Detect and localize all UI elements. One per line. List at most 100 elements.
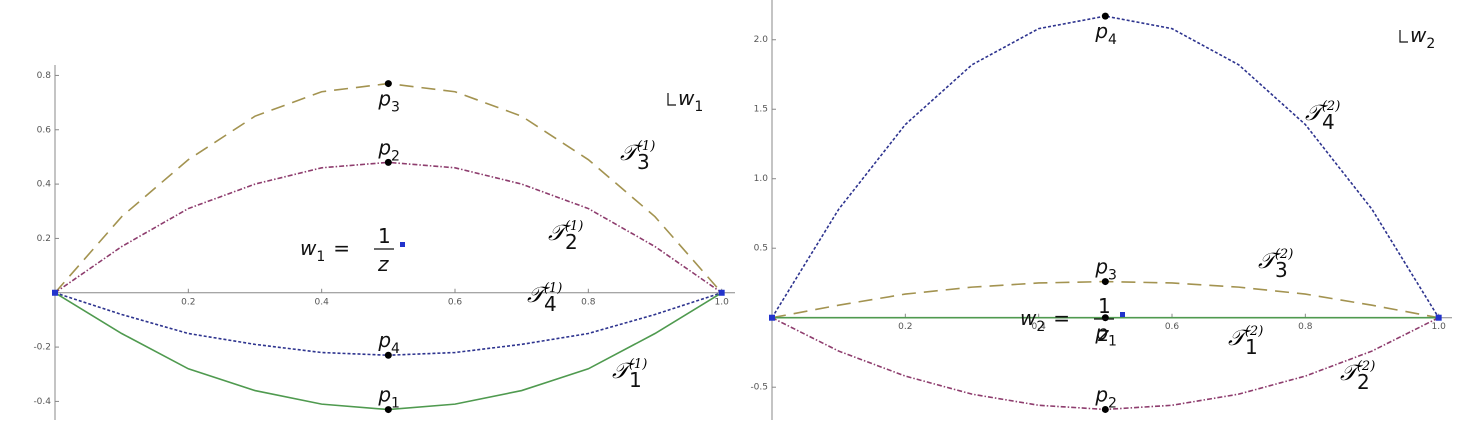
y-tick-label: 0.2: [37, 234, 51, 244]
subscript: 3: [637, 150, 650, 174]
corner-var: w: [678, 86, 695, 110]
point-label: p2: [377, 135, 400, 164]
point-label: p4: [1094, 19, 1117, 48]
x-tick-label: 0.6: [1165, 322, 1180, 332]
formula-eq: =: [1053, 306, 1070, 330]
subscript: (2): [1357, 359, 1375, 374]
formula-lhs: w: [300, 236, 317, 260]
subscript: (1): [565, 219, 583, 234]
point-name: p: [377, 383, 391, 407]
corner-mark: [1399, 30, 1408, 43]
panel: 0.2 0.4 0.6 0.8 1.0-0.4-0.20.20.40.60.8𝒯(1)3…: [33, 65, 735, 420]
point: [1101, 405, 1109, 413]
x-tick-label: 1.0: [715, 297, 730, 307]
subscript: 1: [316, 249, 325, 265]
y-tick-label: 1.5: [754, 105, 768, 115]
subscript: 2: [1426, 36, 1435, 52]
point-name: p: [1094, 19, 1108, 43]
x-tick-label: 0.4: [1032, 322, 1047, 332]
curve-label-sub: 4: [544, 292, 557, 316]
subscript: 2: [1036, 319, 1045, 335]
point-name: p: [377, 328, 391, 352]
curve-label-sub: 2: [1357, 370, 1370, 394]
formula-marker: [400, 242, 405, 247]
subscript: 1: [629, 368, 642, 392]
endpoint: [769, 314, 775, 321]
x-tick-label: 0.4: [315, 297, 330, 307]
corner-label: w1: [678, 86, 703, 115]
subscript: (2): [1245, 324, 1263, 339]
point-name: p: [1094, 321, 1108, 345]
subscript: (2): [1275, 247, 1293, 262]
subscript: 1: [1108, 334, 1117, 350]
subscript: 3: [391, 100, 400, 116]
formula-lhs: w: [1020, 306, 1037, 330]
formula-num: 1: [1098, 294, 1111, 318]
subscript: 1: [1245, 335, 1258, 359]
y-tick-label: 0.5: [754, 244, 768, 254]
point-label: p1: [377, 383, 400, 412]
x-tick-label: 0.2: [181, 297, 195, 307]
subscript: 3: [1275, 258, 1288, 282]
corner-label: w2: [1410, 23, 1435, 52]
panel: 0.2 0.4 0.6 0.8 1.0 -0.5 0.5 1.0 1.5 2.0 𝒯(2) 4 𝒯(2)…: [750, 0, 1452, 420]
subscript: 2: [1108, 395, 1117, 411]
formula-den: z: [1097, 322, 1109, 346]
point-name: p: [377, 87, 391, 111]
y-tick-label: -0.2: [33, 343, 51, 353]
point: [1101, 12, 1109, 20]
point-label: p2: [1094, 382, 1117, 411]
curve-label: 𝒯(2): [1228, 324, 1263, 351]
x-tick-label: 0.2: [898, 322, 912, 332]
subscript: 4: [544, 292, 557, 316]
point: [384, 406, 392, 414]
subscript: (1): [544, 281, 562, 296]
curve-label: 𝒯(2): [1340, 359, 1375, 386]
y-tick-label: 0.4: [37, 180, 52, 190]
endpoint: [1435, 314, 1442, 321]
point: [384, 158, 392, 166]
point-label: p3: [1094, 255, 1117, 284]
curve-label-sub: 2: [565, 230, 578, 254]
x-tick-label: 0.8: [1298, 322, 1313, 332]
formula-num: 1: [378, 224, 391, 248]
subscript: 1: [694, 99, 703, 115]
x-tick-label: 1.0: [1432, 322, 1447, 332]
subscript: 4: [1108, 32, 1117, 48]
formula-marker: [1120, 312, 1125, 317]
curve-label-sub: 3: [637, 150, 650, 174]
y-tick-label: 0.8: [37, 71, 52, 81]
point: [384, 351, 392, 359]
formula-den: z: [377, 252, 389, 276]
subscript: 2: [565, 230, 578, 254]
x-tick-label: 0.6: [448, 297, 463, 307]
y-tick-label: 1.0: [754, 174, 769, 184]
subscript: 3: [1108, 268, 1117, 284]
point: [384, 80, 392, 88]
subscript: (2): [1322, 99, 1340, 114]
curve: [771, 15, 1440, 319]
point-label: p1: [1094, 321, 1117, 350]
y-tick-label: 2.0: [754, 35, 769, 45]
endpoint: [52, 289, 58, 296]
curve-label-sub: 1: [629, 368, 642, 392]
point-label: p3: [377, 87, 400, 116]
y-tick-label: 0.6: [37, 125, 52, 135]
subscript: 2: [1357, 370, 1370, 394]
curve-label-sub: 3: [1275, 258, 1288, 282]
formula: w1 =: [300, 236, 350, 265]
curve-label-sub: 4: [1322, 110, 1335, 134]
x-tick-label: 0.8: [581, 297, 596, 307]
subscript: 4: [1322, 110, 1335, 134]
subscript: 1: [391, 396, 400, 412]
subscript: (1): [629, 357, 647, 372]
point-name: p: [377, 135, 391, 159]
subscript: (1): [637, 139, 655, 154]
y-tick-label: -0.4: [33, 397, 51, 407]
point: [1101, 278, 1109, 286]
subscript: 2: [391, 148, 400, 164]
point-name: p: [1094, 255, 1108, 279]
corner-mark: [667, 93, 676, 106]
curve-label-sub: 1: [1245, 335, 1258, 359]
